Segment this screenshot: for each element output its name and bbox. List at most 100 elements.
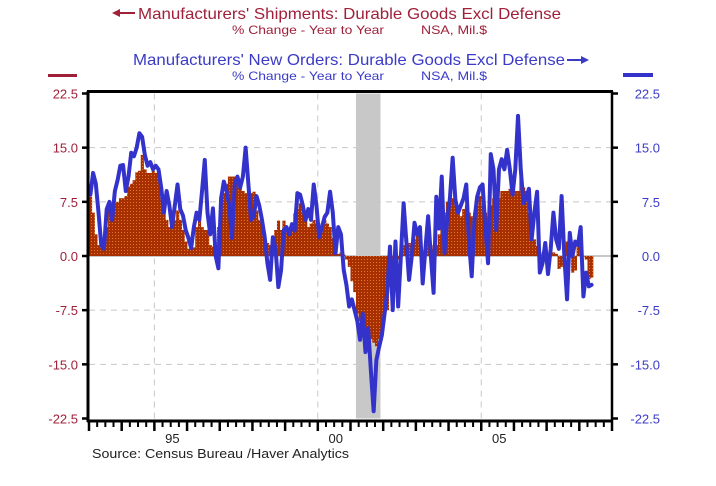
shipments-bar bbox=[135, 172, 139, 256]
shipments-bar bbox=[132, 180, 136, 256]
shipments-bar bbox=[222, 193, 226, 256]
shipments-bar bbox=[257, 219, 262, 256]
shipments-bar bbox=[157, 176, 161, 256]
shipments-bar bbox=[454, 205, 458, 256]
shipments-bar bbox=[252, 191, 256, 256]
shipments-bar bbox=[304, 219, 308, 256]
shipments-bar bbox=[364, 256, 368, 336]
shipments-bar bbox=[500, 191, 504, 256]
shipments-bar bbox=[154, 172, 158, 256]
arrow-left-icon bbox=[112, 9, 135, 17]
shipments-bar bbox=[298, 203, 302, 256]
shipments-bar bbox=[238, 183, 242, 256]
orders-axis-swatch bbox=[623, 73, 653, 77]
shipments-bar bbox=[426, 241, 430, 256]
shipments-bar bbox=[437, 234, 441, 256]
shipments-bar bbox=[475, 205, 479, 256]
shipments-bar bbox=[287, 230, 291, 256]
new-orders-series bbox=[88, 113, 594, 414]
orders-units: NSA, Mil.$ bbox=[421, 69, 487, 83]
shipments-bar bbox=[511, 194, 515, 256]
shipments-bar bbox=[105, 227, 109, 256]
shipments-bar bbox=[140, 154, 144, 256]
shipments-bar bbox=[143, 169, 147, 256]
shipments-bar bbox=[290, 227, 294, 256]
shipments-axis-swatch bbox=[48, 74, 77, 77]
shipments-bar bbox=[148, 172, 153, 256]
y-right-tick-label: 7.5 bbox=[642, 195, 660, 210]
shipments-bar bbox=[255, 210, 259, 256]
shipments-bar bbox=[372, 256, 376, 343]
shipments-bar bbox=[246, 198, 251, 256]
shipments-bar bbox=[462, 209, 466, 256]
y-right-tick-label: -7.5 bbox=[638, 303, 660, 318]
shipments-bar bbox=[124, 196, 128, 256]
shipments-bar bbox=[524, 191, 528, 256]
axis-tick-labels: 22.5 15.0 7.5 0.0 -7.5 -15.0 -22.5 22.5 15.0 7.5 0… bbox=[48, 87, 660, 447]
y-left-tick-label: -15.0 bbox=[48, 357, 78, 372]
shipments-bar bbox=[208, 245, 212, 256]
shipments-bar bbox=[285, 228, 289, 256]
shipments-bar bbox=[358, 256, 362, 321]
shipments-bar bbox=[184, 241, 188, 256]
shipments-bar bbox=[129, 183, 133, 256]
shipments-bar bbox=[345, 256, 349, 260]
shipments-bar bbox=[350, 256, 354, 282]
shipments-bar bbox=[162, 212, 166, 256]
shipments-bar bbox=[197, 217, 202, 256]
shipments-bar bbox=[309, 223, 313, 256]
shipments-bar bbox=[315, 223, 319, 256]
shipments-bar bbox=[97, 245, 101, 256]
shipments-bar bbox=[127, 186, 131, 256]
shipments-bar bbox=[513, 191, 518, 256]
y-right-tick-label: 22.5 bbox=[635, 87, 660, 102]
y-right-tick-label: 0.0 bbox=[642, 249, 660, 264]
shipments-bar bbox=[413, 239, 417, 256]
shipments-bar bbox=[481, 205, 485, 256]
shipments-bar bbox=[260, 224, 264, 256]
shipments-bar bbox=[415, 235, 419, 256]
shipments-bar bbox=[478, 196, 482, 256]
shipments-bar bbox=[170, 227, 174, 256]
shipments-bar bbox=[355, 256, 360, 314]
shipments-bar bbox=[489, 205, 493, 256]
orders-legend: Manufacturers' New Orders: Durable Goods… bbox=[133, 52, 589, 83]
y-left-tick-label: 0.0 bbox=[60, 249, 78, 264]
shipments-bar bbox=[241, 191, 245, 256]
shipments-bar bbox=[320, 223, 324, 256]
new-orders-line bbox=[88, 113, 594, 414]
shipments-bar bbox=[244, 193, 248, 256]
shipments-bar bbox=[554, 253, 558, 256]
shipments-bar bbox=[377, 256, 381, 340]
y-right-tick-label: -22.5 bbox=[630, 412, 660, 427]
shipments-bar bbox=[312, 219, 316, 256]
orders-title: Manufacturers' New Orders: Durable Goods… bbox=[133, 52, 565, 69]
y-left-tick-label: -7.5 bbox=[56, 303, 78, 318]
shipments-bar bbox=[366, 256, 370, 343]
shipments-bar bbox=[516, 191, 520, 256]
shipments-bar bbox=[533, 239, 537, 256]
shipments-bar bbox=[396, 256, 400, 260]
shipments-bar bbox=[249, 193, 253, 256]
shipments-bar bbox=[522, 187, 526, 256]
y-right-tick-label: 15.0 bbox=[635, 141, 660, 156]
shipments-bar bbox=[99, 246, 104, 256]
shipments-units: NSA, Mil.$ bbox=[421, 23, 487, 37]
shipments-bar bbox=[328, 227, 332, 256]
shipments-bar bbox=[456, 212, 460, 256]
shipments-bar bbox=[530, 232, 534, 256]
shipments-bar bbox=[361, 256, 365, 329]
shipments-bar bbox=[118, 198, 123, 256]
shipments-bar bbox=[306, 227, 311, 256]
shipments-bar bbox=[173, 219, 177, 256]
y-right-tick-label: -15.0 bbox=[630, 357, 660, 372]
shipments-bar bbox=[276, 220, 281, 256]
shipments-bar bbox=[113, 203, 117, 256]
shipments-bar bbox=[206, 230, 210, 256]
shipments-bar bbox=[110, 205, 114, 256]
axis-ticks bbox=[82, 92, 618, 431]
shipments-bar bbox=[347, 256, 351, 267]
shipments-bar bbox=[146, 172, 150, 256]
shipments-subtitle: % Change - Year to Year bbox=[232, 23, 384, 37]
shipments-bar bbox=[211, 246, 215, 256]
